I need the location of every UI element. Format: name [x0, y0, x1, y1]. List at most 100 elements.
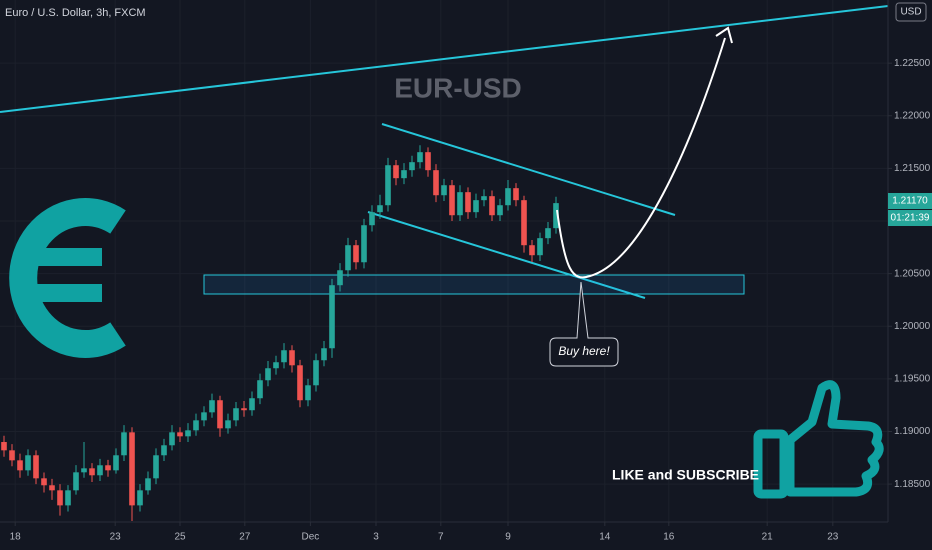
- candle-body: [225, 420, 231, 429]
- candle-body: [513, 188, 519, 201]
- candle-body: [121, 432, 127, 456]
- candle-body: [153, 455, 159, 479]
- candle-body: [177, 432, 183, 437]
- candle-body: [17, 460, 23, 471]
- candle-body: [457, 192, 463, 216]
- candle-body: [385, 165, 391, 206]
- candle-body: [313, 360, 319, 386]
- candle-body: [65, 490, 71, 506]
- candle-body: [257, 380, 263, 399]
- support-zone: [203, 274, 745, 295]
- y-tick-label: 1.22000: [894, 110, 931, 121]
- candle-body: [537, 238, 543, 256]
- candle-body: [321, 348, 327, 361]
- candle-body: [393, 165, 399, 179]
- candle-body: [41, 478, 47, 486]
- candle-body: [401, 170, 407, 179]
- x-tick-label: 18: [10, 532, 22, 543]
- candle-body: [441, 185, 447, 196]
- candle-body: [305, 385, 311, 401]
- x-tick-label: 21: [762, 532, 774, 543]
- x-tick-label: Dec: [302, 532, 320, 543]
- candle-body: [505, 188, 511, 206]
- candle-body: [297, 365, 303, 401]
- candle-body: [9, 450, 15, 461]
- candle-body: [465, 192, 471, 213]
- x-tick-label: 3: [373, 532, 379, 543]
- candle-body: [161, 445, 167, 456]
- x-tick-label: 25: [174, 532, 186, 543]
- euro-icon: [9, 198, 126, 358]
- thumbs-up-icon: [753, 380, 884, 499]
- trend-line: [0, 5, 889, 113]
- candle-body: [57, 490, 63, 506]
- countdown-box: [888, 210, 932, 226]
- arrow-head: [715, 26, 733, 44]
- candle-body: [233, 408, 239, 421]
- candle-body: [105, 465, 111, 471]
- candle-body: [409, 162, 415, 171]
- y-tick-label: 1.19000: [894, 426, 931, 437]
- y-tick-label: 1.20000: [894, 321, 931, 332]
- candle-body: [185, 430, 191, 437]
- candle-body: [1, 442, 7, 451]
- candles: [1, 145, 559, 521]
- x-tick-label: 7: [438, 532, 444, 543]
- candle-body: [433, 170, 439, 196]
- candle-body: [217, 400, 223, 429]
- y-tick-label: 1.20500: [894, 268, 931, 279]
- currency-badge[interactable]: [895, 2, 927, 22]
- candle-body: [113, 455, 119, 471]
- candle-body: [329, 285, 335, 349]
- candle-body: [289, 350, 295, 366]
- promo-text: LIKE and SUBSCRIBE: [612, 467, 759, 483]
- candle-body: [361, 225, 367, 263]
- candle-body: [241, 408, 247, 411]
- axes: 1.185001.190001.195001.200001.205001.210…: [10, 58, 931, 543]
- candle-body: [521, 200, 527, 246]
- candle-body: [193, 420, 199, 431]
- candle-body: [417, 152, 423, 163]
- candle-body: [497, 205, 503, 216]
- candle-body: [353, 245, 359, 263]
- currency-label: USD: [900, 7, 921, 18]
- candle-body: [201, 412, 207, 421]
- x-tick-label: 27: [239, 532, 251, 543]
- countdown-label: 01:21:39: [891, 213, 930, 224]
- x-tick-label: 9: [505, 532, 511, 543]
- y-tick-label: 1.21500: [894, 163, 931, 174]
- x-tick-label: 23: [827, 532, 839, 543]
- candle-body: [449, 185, 455, 216]
- x-tick-label: 16: [663, 532, 675, 543]
- candle-body: [265, 368, 271, 381]
- candle-body: [81, 468, 87, 473]
- candle-body: [553, 203, 559, 229]
- candle-body: [145, 478, 151, 491]
- y-tick-label: 1.18500: [894, 479, 931, 490]
- callout-box: [549, 281, 619, 367]
- candle-body: [25, 455, 31, 471]
- candle-body: [377, 205, 383, 213]
- candle-body: [345, 245, 351, 271]
- candle-body: [169, 432, 175, 446]
- candle-body: [545, 228, 551, 239]
- channel-upper: [381, 123, 676, 216]
- candle-body: [337, 270, 343, 286]
- candle-body: [369, 212, 375, 226]
- candle-body: [73, 472, 79, 491]
- candle-body: [529, 245, 535, 256]
- candle-body: [137, 490, 143, 506]
- x-tick-label: 23: [110, 532, 122, 543]
- candle-body: [489, 196, 495, 216]
- last-price-label: 1.21170: [892, 196, 928, 207]
- candle-body: [89, 468, 95, 476]
- chart-title: Euro / U.S. Dollar, 3h, FXCM: [5, 7, 146, 19]
- candle-body: [97, 465, 103, 476]
- watermark: EUR-USD: [394, 72, 522, 103]
- candle-body: [273, 362, 279, 369]
- candle-body: [281, 350, 287, 363]
- y-tick-label: 1.19500: [894, 374, 931, 385]
- candle-body: [473, 200, 479, 213]
- last-price-box: [888, 193, 932, 209]
